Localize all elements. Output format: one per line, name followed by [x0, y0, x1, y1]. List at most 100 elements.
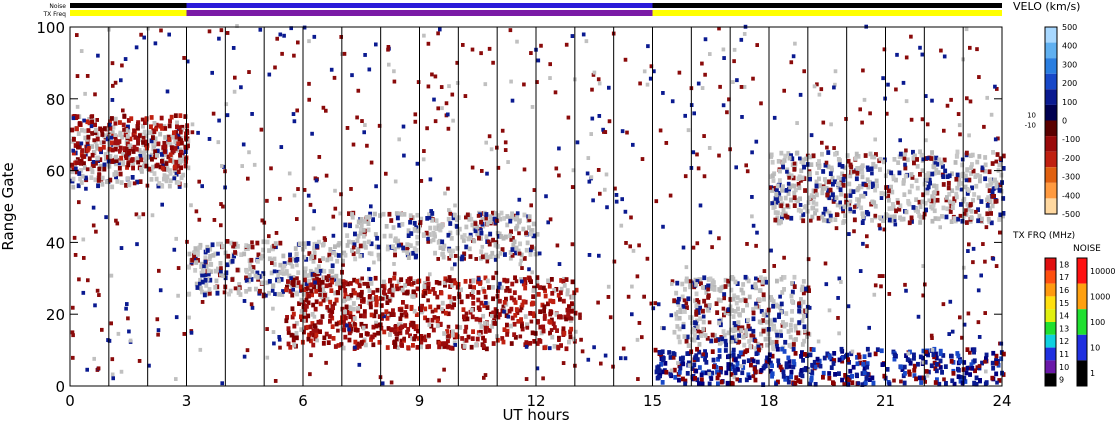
echo-cell — [343, 292, 348, 297]
echo-cell — [960, 172, 964, 178]
echo-cell — [823, 261, 828, 266]
echo-cell — [265, 280, 270, 286]
y-tick-label: 100 — [36, 19, 65, 37]
echo-cell — [784, 322, 789, 327]
echo-cell — [422, 149, 426, 153]
echo-cell — [356, 247, 361, 252]
echo-cell — [700, 86, 705, 90]
echo-cell — [733, 324, 738, 329]
echo-cell — [302, 244, 307, 250]
echo-cell — [789, 327, 793, 333]
echo-cell — [479, 219, 483, 225]
echo-cell — [164, 161, 169, 166]
echo-cell — [775, 278, 779, 284]
echo-cell — [477, 332, 482, 337]
echo-cell — [345, 323, 349, 328]
echo-cell — [837, 331, 841, 336]
echo-cell — [660, 326, 664, 330]
echo-cell — [329, 256, 334, 262]
echo-cell — [774, 192, 779, 198]
echo-cell — [316, 319, 321, 325]
echo-cell — [295, 276, 299, 281]
echo-cell — [988, 177, 992, 183]
echo-cell — [722, 292, 727, 297]
echo-cell — [518, 308, 523, 313]
echo-cell — [331, 214, 336, 219]
echo-cell — [797, 301, 801, 306]
echo-cell — [989, 112, 994, 117]
echo-cell — [376, 330, 381, 336]
echo-cell — [794, 337, 798, 342]
echo-cell — [950, 188, 955, 193]
echo-cell — [587, 253, 592, 257]
echo-cell — [519, 317, 523, 322]
echo-cell — [455, 224, 459, 229]
echo-cell — [428, 304, 433, 310]
echo-cell — [746, 317, 750, 323]
echo-cell — [584, 39, 589, 44]
echo-cell — [124, 306, 128, 311]
echo-cell — [770, 173, 775, 179]
echo-cell — [817, 92, 822, 97]
echo-cell — [687, 363, 692, 368]
echo-cell — [564, 346, 569, 352]
echo-cell — [433, 74, 438, 79]
echo-cell — [781, 161, 785, 167]
echo-cell — [224, 270, 229, 276]
echo-cell — [896, 160, 901, 165]
txfreq-bar-segment — [652, 10, 1002, 16]
echo-cell — [789, 317, 794, 323]
echo-cell — [433, 119, 438, 124]
echo-cell — [158, 123, 163, 129]
echo-cell — [800, 318, 805, 324]
echo-cell — [529, 279, 533, 284]
echo-cell — [174, 159, 179, 165]
echo-cell — [220, 381, 224, 386]
echo-cell — [236, 286, 241, 292]
echo-cell — [541, 285, 546, 291]
echo-cell — [720, 336, 725, 342]
echo-cell — [408, 219, 413, 225]
echo-cell — [357, 342, 361, 347]
echo-cell — [442, 367, 446, 372]
echo-cell — [570, 185, 575, 189]
echo-cell — [919, 152, 924, 158]
echo-cell — [425, 317, 430, 323]
echo-cell — [86, 278, 90, 283]
velocity-scale-swatch — [1045, 167, 1057, 183]
echo-cell — [967, 177, 972, 183]
echo-cell — [856, 186, 861, 191]
echo-cell — [755, 359, 760, 365]
echo-cell — [603, 130, 608, 134]
echo-cell — [688, 281, 693, 287]
echo-cell — [964, 220, 969, 225]
echo-cell — [334, 252, 338, 258]
echo-cell — [692, 362, 697, 368]
echo-cell — [522, 256, 527, 261]
echo-cell — [282, 33, 286, 38]
echo-cell — [108, 126, 113, 131]
echo-cell — [514, 245, 519, 251]
echo-cell — [278, 292, 282, 297]
echo-cell — [249, 257, 254, 263]
echo-cell — [991, 350, 996, 356]
echo-cell — [977, 364, 982, 368]
echo-cell — [74, 169, 79, 175]
echo-cell — [356, 295, 360, 300]
echo-cell — [446, 126, 451, 131]
echo-cell — [696, 81, 701, 86]
echo-cell — [707, 381, 712, 387]
echo-cell — [441, 308, 446, 314]
echo-cell — [162, 152, 166, 158]
echo-cell — [487, 285, 491, 290]
echo-cell — [914, 376, 918, 382]
echo-cell — [144, 116, 149, 122]
echo-cell — [141, 123, 145, 129]
echo-cell — [976, 195, 981, 201]
echo-cell — [612, 259, 617, 264]
echo-cell — [810, 370, 814, 375]
echo-cell — [596, 300, 600, 305]
echo-cell — [799, 368, 804, 373]
echo-cell — [321, 105, 326, 110]
echo-cell — [380, 312, 385, 317]
